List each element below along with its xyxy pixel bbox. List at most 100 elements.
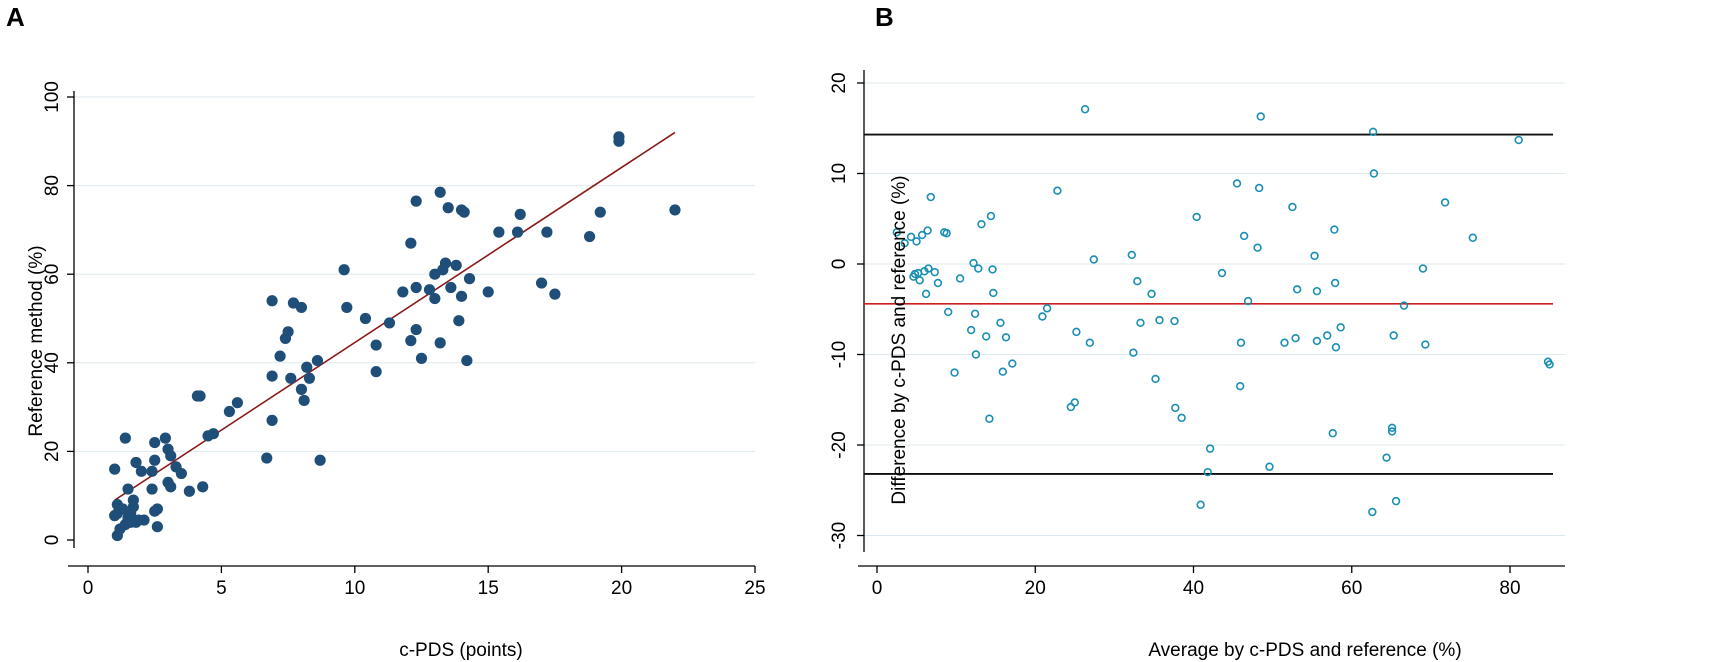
panel-b-x-tick-label: 80: [1499, 578, 1520, 599]
panel-b-data-point: [1368, 507, 1377, 517]
panel-a-data-point: [165, 481, 177, 493]
panel-a-label: A: [6, 2, 25, 32]
panel-b-data-point: [1136, 318, 1145, 328]
panel-b-data-point: [1170, 316, 1179, 326]
panel-b-data-point: [1205, 444, 1215, 453]
panel-b-data-point: [998, 367, 1008, 376]
panel-b-x-tick-label: 20: [1025, 578, 1046, 599]
panel-a-x-tick-label: 0: [83, 578, 94, 599]
panel-a-data-point: [274, 350, 286, 362]
panel-a-data-point: [455, 290, 468, 302]
panel-b-data-point: [966, 325, 976, 335]
panel-b-data-point: [1001, 333, 1011, 342]
panel-a-data-point: [442, 202, 454, 214]
panel-b-data-point: [1151, 374, 1160, 384]
panel-b-data-point: [1389, 331, 1398, 340]
panel-b-data-point: [892, 228, 901, 237]
panel-b-data-point: [1235, 381, 1245, 391]
panel-b-data-point: [1280, 338, 1289, 347]
panel-b-chart: -30 -20 -10 0 10 20 0 20 40 60 80: [829, 70, 1565, 599]
panel-a-data-point: [223, 405, 236, 418]
panel-b-data-point: [1085, 338, 1095, 347]
panel-b-data-point: [1192, 212, 1201, 222]
panel-a-data-point: [514, 208, 526, 220]
panel-a-y-axis-title: Reference method (%): [26, 245, 47, 436]
panel-b-data-point: [1129, 348, 1138, 357]
panel-a-data-point: [511, 226, 524, 238]
panel-b-data-point: [1330, 278, 1340, 288]
panel-b-data-point: [1323, 331, 1332, 340]
panel-b-data-point: [921, 289, 931, 299]
panel-b-data-point: [930, 267, 939, 277]
panel-b-data-point: [1514, 135, 1523, 145]
panel-b-data-point: [1328, 429, 1337, 438]
panel-a-data-point: [541, 226, 553, 238]
panel-a-data-point: [151, 521, 163, 533]
panel-b-data-point: [1421, 340, 1430, 349]
panel-b-data-point: [977, 219, 986, 229]
panel-a-y-tick-label: 20: [42, 441, 63, 462]
panel-a-x-tick-label: 5: [216, 578, 227, 599]
panel-b-x-axis-title: Average by c-PDS and reference (%): [1148, 640, 1461, 661]
panel-b-data-point: [1331, 343, 1341, 352]
panel-a-data-point: [311, 354, 324, 367]
panel-b-data-point: [900, 238, 909, 248]
panel-b-data-point: [981, 332, 991, 341]
panel-a-data-point: [314, 454, 326, 466]
panel-b-data-point: [1196, 500, 1205, 509]
panel-a-data-point: [266, 414, 278, 426]
panel-a-data-point: [261, 452, 273, 464]
panel-b-y-axis-title: Difference by c-PDS and reference (%): [889, 175, 910, 504]
panel-a-x-axis-title: c-PDS (points): [399, 640, 523, 661]
panel-b-data-point: [996, 318, 1005, 328]
panel-a-data-point: [338, 264, 350, 276]
panel-a-data-point: [165, 450, 177, 462]
panel-b-data-point: [1203, 467, 1212, 477]
panel-a-data-point: [149, 454, 161, 466]
panel-a-data-point: [613, 135, 625, 147]
panel-b-data-point: [1042, 304, 1052, 313]
panel-b-data-point: [1382, 453, 1391, 462]
panel-a-data-point: [146, 483, 158, 495]
panel-b-data-point: [1089, 255, 1099, 264]
panel-b-data-point: [1217, 268, 1227, 278]
panel-b-data-point: [917, 230, 927, 240]
panel-b-data-point: [1171, 403, 1180, 413]
panel-b-data-point: [1239, 231, 1249, 241]
panel-a-data-point: [669, 204, 681, 216]
panel-a-data-point: [370, 366, 382, 378]
panel-b-data-point: [1368, 127, 1378, 137]
panel-a-x-tick-label: 10: [344, 578, 365, 599]
panel-a-data-point: [151, 503, 163, 515]
panel-a-data-point: [410, 281, 422, 294]
panel-b-data-point: [1310, 251, 1319, 261]
panel-b-data-point: [933, 278, 943, 288]
panel-b-data-point: [1440, 198, 1450, 207]
panel-a-data-point: [415, 352, 428, 364]
panel-b-data-point: [1253, 243, 1262, 252]
panel-b-data-point: [1155, 315, 1164, 325]
panel-b-data-point: [1256, 112, 1265, 121]
panel-a-data-point: [194, 390, 206, 402]
panel-b-y-tick-label: 10: [829, 163, 850, 184]
panel-a-data-point: [463, 273, 476, 285]
panel-a-data-point: [439, 257, 452, 269]
panel-a-y-tick-label: 0: [42, 535, 63, 546]
panel-a-fit-line: [114, 131, 676, 501]
panel-a-data-point: [303, 372, 316, 384]
panel-a-data-point: [266, 295, 278, 307]
panel-b-x-tick-label: 0: [872, 578, 883, 599]
panel-b-data-point: [1291, 334, 1300, 343]
panel-b-y-tick-label: -20: [829, 431, 850, 458]
panel-a-data-point: [359, 312, 372, 325]
panel-b-data-point: [1312, 336, 1322, 346]
panel-b-data-point: [1236, 338, 1246, 347]
panel-b-data-point: [989, 288, 998, 298]
panel-b-data-point: [924, 264, 933, 273]
panel-b-data-point: [986, 211, 996, 221]
panel-a-data-point: [295, 301, 308, 314]
panel-a-y-tick-label: 60: [42, 264, 63, 285]
panel-b-y-tick-label: 20: [829, 72, 850, 93]
panel-b-data-point: [974, 264, 983, 273]
panel-b-data-point: [1127, 250, 1136, 260]
